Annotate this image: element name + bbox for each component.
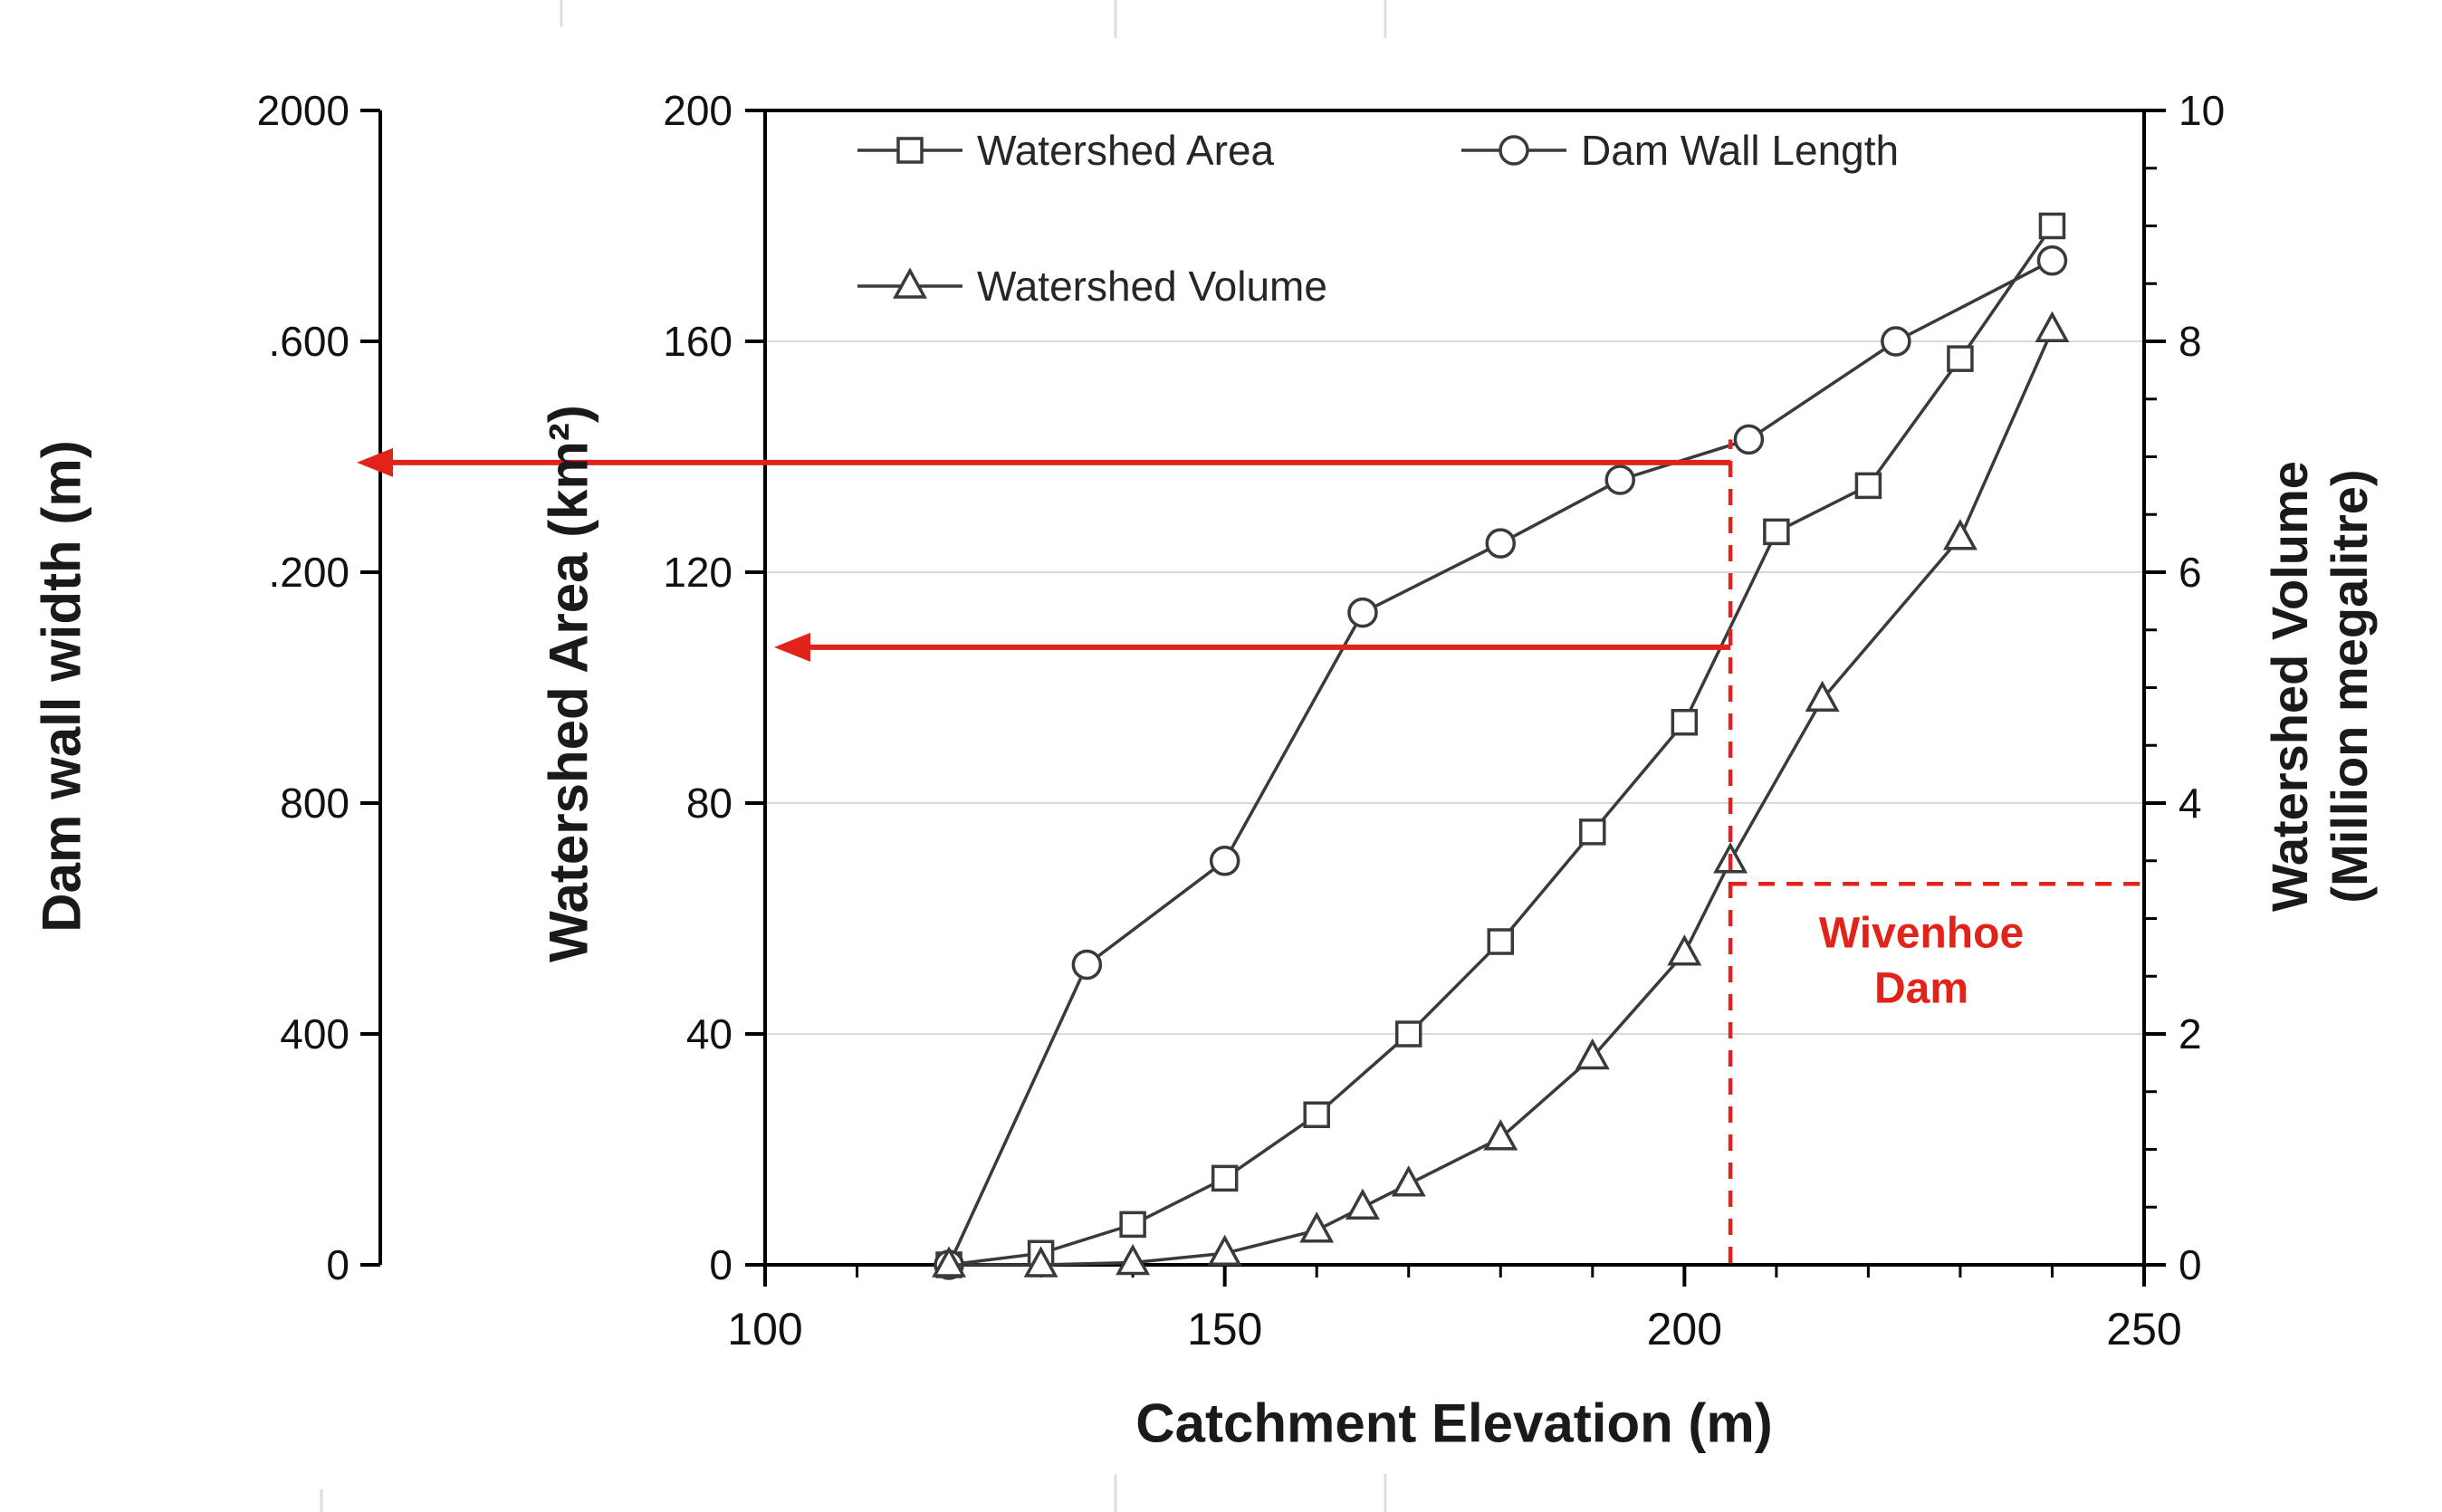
legend-marker-triangle-icon	[857, 267, 962, 299]
x-axis-title: Catchment Elevation (m)	[1135, 1392, 1773, 1454]
volume-axis-title-line2: (Million megalitre)	[2321, 469, 2378, 904]
svg-text:0: 0	[709, 1241, 733, 1288]
wivenhoe-dam-label-line1: Wivenhoe	[1818, 909, 2025, 958]
legend-marker-circle-icon	[1461, 135, 1566, 166]
svg-text:2000: 2000	[257, 87, 350, 134]
svg-text:100: 100	[727, 1304, 802, 1354]
red-annotations	[357, 439, 2144, 1263]
svg-text:2: 2	[2179, 1010, 2202, 1057]
legend-marker-square-icon	[857, 137, 962, 164]
volume-axis-title: Watershed Volume (Million megalitre)	[2260, 461, 2380, 912]
page-artifact-marks	[320, 0, 1387, 1512]
svg-text:150: 150	[1187, 1304, 1262, 1354]
svg-text:40: 40	[686, 1010, 733, 1057]
svg-text:120: 120	[663, 549, 733, 596]
svg-text:4: 4	[2179, 780, 2202, 827]
svg-text:6: 6	[2179, 549, 2202, 596]
volume-axis-title-line1: Watershed Volume	[2260, 461, 2318, 912]
svg-text:800: 800	[280, 780, 350, 827]
svg-text:400: 400	[280, 1010, 350, 1057]
x-axis-ticks: 100 150 200 250	[727, 1265, 2182, 1354]
svg-text:8: 8	[2179, 318, 2202, 365]
legend-label-watershed-area: Watershed Area	[977, 127, 1275, 174]
wivenhoe-dam-label: Wivenhoe Dam	[1819, 906, 2024, 1018]
svg-text:200: 200	[663, 87, 733, 134]
svg-text:.200: .200	[268, 549, 350, 596]
svg-text:80: 80	[686, 780, 733, 827]
svg-text:160: 160	[663, 318, 733, 365]
dam-wall-axis-title: Dam wall width (m)	[31, 440, 92, 933]
svg-text:250: 250	[2106, 1304, 2181, 1354]
gridlines	[765, 340, 2144, 1035]
legend-label-dam-wall-length: Dam Wall Length	[1581, 127, 1900, 174]
svg-text:200: 200	[1647, 1304, 1722, 1354]
legend-item-dam-wall-length: Dam Wall Length	[1460, 125, 1899, 176]
legend-item-watershed-volume: Watershed Volume	[856, 261, 1327, 311]
svg-text:.600: .600	[268, 318, 350, 365]
area-axis-ticks: 0 40 80 120 160 200	[663, 87, 765, 1288]
series-watershed-area	[935, 212, 2066, 1278]
series-watershed-volume	[932, 311, 2070, 1278]
legend-label-watershed-volume: Watershed Volume	[977, 263, 1327, 310]
volume-axis-ticks: 0 2 4 6 8 10	[2144, 87, 2225, 1288]
dam-wall-axis: 0 400 800 .200 .600 2000	[257, 87, 382, 1288]
svg-text:0: 0	[2179, 1241, 2202, 1288]
area-axis-title: Watershed Area (km²)	[538, 405, 599, 962]
svg-text:10: 10	[2179, 87, 2225, 134]
svg-text:0: 0	[326, 1241, 350, 1288]
wivenhoe-dam-label-line2: Dam	[1873, 965, 1969, 1013]
legend-item-watershed-area: Watershed Area	[856, 125, 1274, 176]
